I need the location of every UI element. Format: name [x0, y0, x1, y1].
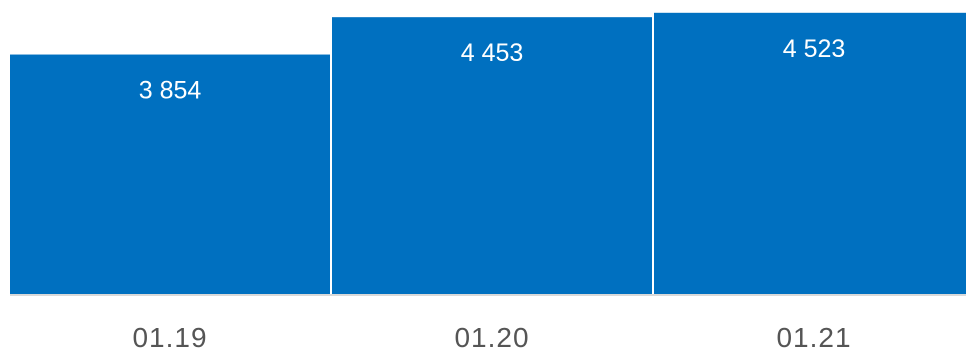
bar-value-label: 3 854	[139, 77, 202, 105]
bar-01.21	[654, 12, 966, 295]
bar-value-label: 4 523	[783, 35, 846, 63]
x-tick-label: 01.20	[454, 322, 529, 351]
x-tick-label: 01.21	[776, 322, 851, 351]
x-tick-label: 01.19	[132, 322, 207, 351]
bar-01.20	[332, 17, 652, 296]
bars-group: 3 854 4 453 4 523	[10, 12, 966, 296]
bar-value-label: 4 453	[461, 39, 524, 67]
bar-01.19	[10, 54, 330, 295]
x-axis-ticks: 01.19 01.20 01.21	[132, 322, 851, 351]
